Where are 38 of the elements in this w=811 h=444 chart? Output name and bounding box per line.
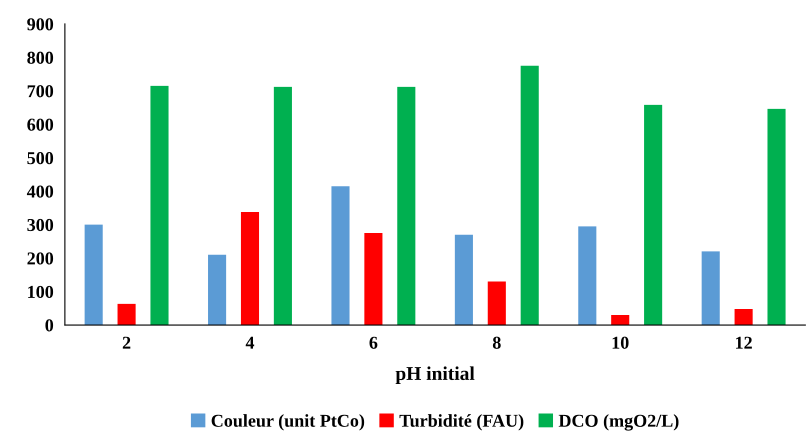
bar [767, 108, 786, 326]
x-tick-label: 12 [736, 336, 752, 349]
x-axis-title: pH initial [396, 366, 474, 384]
y-tick-label: 400 [26, 185, 54, 198]
bar [734, 308, 753, 326]
bar [84, 224, 103, 326]
bar [118, 304, 136, 326]
bar [274, 86, 292, 326]
y-tick-label: 900 [27, 18, 54, 30]
bar [454, 234, 473, 326]
bar [578, 226, 596, 326]
bar [240, 212, 260, 326]
x-tick-label: 6 [370, 336, 378, 349]
y-tick-label: 500 [27, 152, 54, 164]
y-tick-label: 700 [28, 85, 54, 98]
bar [644, 104, 662, 326]
y-tick-label: 100 [28, 286, 54, 298]
bar [208, 254, 226, 326]
bar [331, 186, 350, 326]
y-tick-label: 600 [27, 118, 54, 131]
bar [397, 86, 416, 326]
y-tick-label: 200 [27, 252, 54, 265]
x-tick-label: 4 [246, 336, 254, 349]
x-tick-label: 10 [612, 336, 629, 349]
legend-label: Turbidité (FAU) [400, 414, 524, 431]
bar [150, 86, 169, 326]
bar [364, 233, 382, 326]
y-tick-label: 0 [45, 319, 54, 332]
bar [520, 66, 539, 326]
bar [488, 282, 506, 326]
y-tick-label: 800 [27, 52, 54, 64]
bar [611, 314, 630, 326]
x-tick-label: 2 [122, 336, 130, 349]
legend-label: Couleur (unit PtCo) [212, 414, 364, 431]
x-tick-label: 8 [492, 336, 501, 349]
bar [702, 251, 720, 326]
y-tick-label: 300 [27, 218, 54, 232]
legend-label: DCO (mgO2/L) [558, 414, 678, 431]
